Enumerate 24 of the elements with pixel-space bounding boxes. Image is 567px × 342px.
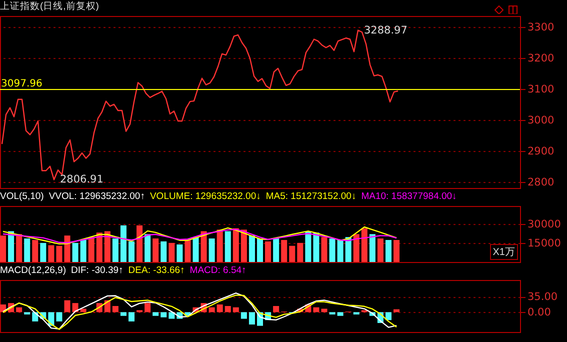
- y-tick-label: 3000: [528, 114, 554, 126]
- y-tick-label: 2800: [528, 176, 554, 188]
- y-tick-label: 3300: [528, 21, 554, 34]
- y-tick-label: 35.00: [528, 291, 558, 304]
- annotation: 2806.91: [60, 174, 104, 186]
- y-tick-label: 2900: [528, 145, 554, 158]
- text: VOL(5,10): [0, 191, 44, 202]
- text: VOLUME: 129635232.00↓: [150, 191, 261, 202]
- text: MA5: 151273152.00↓: [266, 191, 356, 202]
- y-tick-label: 3200: [528, 52, 554, 64]
- ref-line-label: 3097.96: [1, 78, 42, 90]
- annotation: 3288.97: [364, 24, 408, 36]
- y-tick-label: 0.00: [528, 306, 551, 319]
- text: DEA: -33.66↑: [128, 265, 185, 276]
- text: MA10: 158377984.00↓: [361, 191, 457, 202]
- annotation: X1万: [490, 244, 518, 260]
- text: MACD: 6.54↑: [190, 265, 246, 276]
- y-tick-label: 15000: [528, 237, 561, 250]
- text: VVOL: 129635232.00↑: [48, 191, 145, 202]
- text: MACD(12,26,9): [0, 265, 66, 276]
- y-tick-label: 30000: [528, 218, 561, 230]
- chart-title: 上证指数(日线,前复权): [0, 1, 99, 12]
- y-tick-label: 3100: [528, 83, 554, 96]
- text: DIF: -30.39↑: [71, 265, 124, 276]
